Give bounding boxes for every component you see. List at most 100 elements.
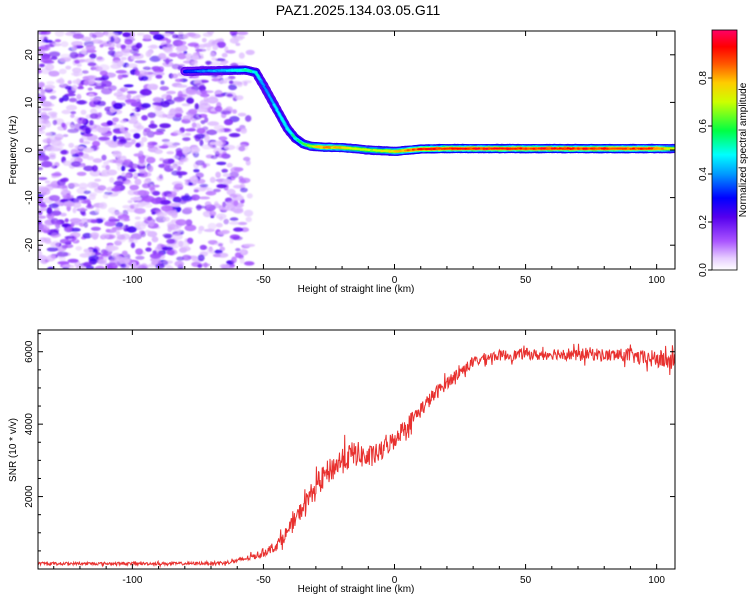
noise-blob	[120, 44, 127, 50]
noise-blob	[197, 264, 203, 269]
noise-blob	[148, 220, 155, 227]
noise-blob	[150, 257, 161, 262]
noise-blob	[228, 207, 237, 212]
noise-blob	[235, 42, 241, 47]
noise-blob	[60, 41, 69, 48]
noise-blob	[112, 32, 119, 39]
noise-blob	[89, 97, 101, 102]
spectrogram-x-label: Height of straight line (km)	[298, 284, 415, 295]
noise-blob	[64, 85, 74, 90]
noise-blob	[38, 186, 48, 193]
noise-blob	[85, 49, 97, 53]
y-tick-label: 2000	[24, 485, 35, 508]
noise-blob	[70, 114, 75, 118]
noise-blob	[113, 38, 120, 44]
noise-blob	[68, 142, 75, 148]
noise-blob	[94, 86, 105, 90]
colorbar-tick-label: 0.8	[698, 71, 709, 85]
noise-blob	[159, 86, 169, 91]
noise-blob	[199, 104, 207, 110]
noise-blob	[178, 200, 187, 205]
noise-blob	[197, 254, 205, 262]
noise-blob	[129, 129, 141, 133]
noise-blob	[191, 61, 198, 68]
noise-blob	[243, 261, 255, 266]
noise-blob	[143, 34, 152, 40]
noise-blob	[113, 185, 122, 189]
y-tick-label: 4000	[24, 413, 35, 436]
noise-blob	[190, 176, 199, 184]
noise-blob	[165, 113, 176, 119]
noise-blob	[111, 226, 124, 231]
noise-blob	[239, 257, 245, 264]
noise-blob	[236, 31, 249, 36]
noise-blob	[83, 248, 90, 253]
noise-blob	[146, 156, 156, 164]
noise-blob	[211, 77, 222, 82]
noise-blob	[83, 79, 89, 86]
noise-blob	[99, 44, 104, 48]
noise-blob	[229, 237, 234, 244]
noise-blob	[160, 199, 171, 205]
x-tick-label: 100	[648, 575, 665, 586]
noise-blob	[76, 146, 84, 150]
noise-blob	[47, 266, 55, 269]
noise-blob	[115, 230, 121, 236]
noise-blob	[72, 67, 82, 73]
noise-blob	[53, 220, 61, 227]
noise-blob	[104, 31, 115, 37]
noise-blob	[166, 193, 177, 198]
noise-blob	[107, 265, 113, 269]
noise-blob	[190, 33, 201, 39]
noise-blob	[95, 207, 100, 213]
noise-blob	[151, 66, 161, 71]
noise-blob	[220, 206, 231, 211]
noise-blob	[180, 156, 186, 162]
noise-blob	[85, 265, 95, 269]
noise-blob	[88, 254, 99, 262]
noise-blob	[56, 185, 68, 189]
noise-blob	[185, 53, 193, 58]
noise-blob	[97, 185, 107, 191]
noise-blob	[69, 197, 75, 202]
noise-blob	[97, 127, 108, 134]
noise-blob	[41, 207, 47, 212]
noise-blob	[52, 119, 58, 126]
noise-blob	[53, 210, 61, 216]
noise-blob	[229, 217, 239, 222]
noise-blob	[61, 177, 69, 182]
spectrogram-x-axis: -100 -50 0 50 100	[53, 31, 665, 286]
noise-blob	[235, 248, 241, 252]
noise-blob	[64, 235, 75, 240]
noise-blob	[38, 215, 47, 219]
noise-blob	[122, 205, 131, 209]
noise-blob	[91, 165, 98, 172]
noise-blob	[83, 222, 89, 228]
noise-blob	[108, 216, 116, 222]
y-tick-label: 20	[24, 49, 35, 61]
y-tick-label: -10	[24, 190, 35, 205]
noise-blob	[46, 81, 55, 85]
noise-blob	[226, 93, 234, 98]
noise-blob	[243, 81, 248, 86]
y-tick-label: -20	[24, 238, 35, 253]
noise-blob	[126, 90, 138, 94]
x-tick-label: 0	[392, 275, 398, 286]
noise-blob	[147, 83, 159, 91]
noise-blob	[135, 255, 145, 260]
noise-blob	[69, 218, 82, 223]
noise-blob	[60, 53, 71, 59]
noise-blob	[90, 226, 101, 231]
noise-blob	[59, 255, 66, 262]
noise-blob	[209, 51, 216, 58]
noise-blob	[114, 256, 124, 262]
noise-blob	[218, 136, 228, 141]
noise-blob	[233, 200, 239, 207]
noise-blob	[127, 163, 139, 169]
noise-blob	[231, 236, 243, 241]
noise-blob	[82, 133, 94, 137]
noise-blob	[71, 222, 83, 226]
snr-panel: -100 -50 0 50 100 2000 4000 6000 Height of str…	[8, 329, 676, 595]
noise-blob	[137, 220, 143, 227]
noise-blob	[106, 120, 114, 126]
